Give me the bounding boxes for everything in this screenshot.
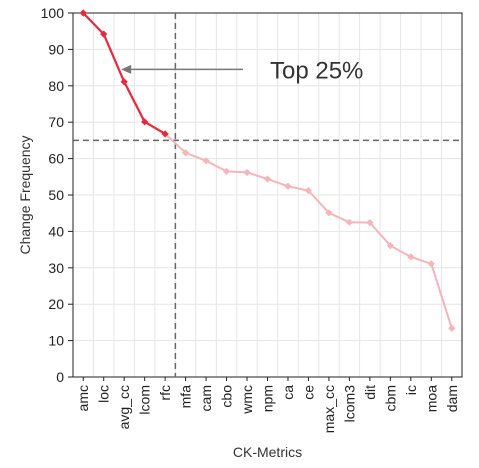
y-tick-label: 50: [48, 187, 64, 203]
series-line-segment: [123, 81, 146, 123]
x-tick-label: lcom: [137, 385, 153, 415]
data-point-cbo: [222, 167, 231, 175]
y-tick-label: 0: [56, 369, 64, 385]
data-point-ic: [407, 253, 415, 261]
x-tick-label: cbo: [219, 385, 235, 408]
series-line-segment: [144, 120, 166, 135]
y-tick-label: 20: [48, 296, 64, 312]
data-point-cbm: [386, 241, 394, 250]
series-line-segment: [185, 151, 207, 162]
data-point-wmc: [243, 168, 251, 177]
y-tick-label: 100: [41, 5, 65, 21]
y-tick-label: 80: [48, 78, 64, 94]
x-tick-label: dam: [444, 385, 460, 412]
y-tick-label: 90: [48, 41, 64, 57]
x-tick-label: cam: [198, 385, 214, 411]
data-point-npm: [263, 175, 272, 183]
data-point-loc: [100, 30, 108, 38]
series-line-segment: [164, 133, 187, 154]
series-line-segment: [205, 159, 228, 173]
series-line-segment: [430, 263, 453, 329]
x-tick-label: npm: [260, 385, 276, 412]
y-tick-label: 40: [48, 223, 64, 239]
series-line-segment: [102, 33, 126, 83]
x-tick-label: wmc: [239, 385, 255, 415]
y-axis-title: Change Frequency: [17, 135, 33, 254]
series-line-segment: [389, 244, 412, 258]
x-tick-label: ca: [280, 385, 296, 400]
data-point-amc: [79, 9, 87, 17]
series-line-segment: [307, 189, 330, 214]
threshold-guides: [73, 13, 462, 377]
x-tick-label: moa: [423, 385, 439, 412]
data-point-dam: [448, 324, 456, 332]
series-line-segment: [410, 255, 432, 265]
y-tick-label: 60: [48, 151, 64, 167]
data-point-ce: [304, 187, 313, 195]
x-axis-ticks: amc loc avg_cc lcom rfc mfa cam cbo wmc npm ca ce ma…: [75, 377, 460, 433]
series-line-segment: [369, 221, 392, 247]
series-line-segment: [328, 211, 350, 224]
x-tick-label: amc: [75, 385, 91, 411]
y-tick-label: 10: [48, 333, 64, 349]
series-line-segment: [82, 12, 105, 35]
data-point-lcom3: [345, 218, 353, 226]
x-tick-label: max_cc: [321, 385, 337, 433]
data-point-ca: [284, 182, 292, 190]
data-point-rfc: [161, 130, 169, 138]
data-point-cam: [202, 157, 210, 165]
x-axis-title: CK-Metrics: [233, 444, 302, 460]
x-tick-label: loc: [96, 385, 112, 403]
series-line-segment: [287, 185, 309, 192]
x-tick-label: rfc: [157, 385, 173, 401]
x-tick-label: dit: [362, 385, 378, 400]
y-axis-ticks: 0 10 20 30 40 50 60 70 80 90 100: [41, 5, 73, 385]
series-line-segment: [267, 178, 289, 188]
data-point-lcom: [141, 118, 149, 126]
x-tick-label: ic: [403, 385, 419, 395]
x-tick-label: cbm: [382, 385, 398, 411]
data-point-mfa: [182, 149, 190, 157]
data-point-moa: [427, 260, 435, 268]
series-line-segment: [246, 171, 268, 180]
grid-lines: [73, 12, 462, 378]
x-tick-label: ce: [300, 385, 316, 400]
x-tick-label: lcom3: [341, 385, 357, 423]
annotation-label: Top 25%: [270, 57, 363, 84]
data-point-avg_cc: [120, 78, 128, 86]
data-point-max_cc: [325, 209, 333, 217]
x-tick-label: mfa: [178, 385, 194, 409]
annotation-arrow-head: [121, 64, 132, 74]
x-tick-label: avg_cc: [116, 385, 132, 429]
annotation: Top 25%: [121, 57, 363, 84]
y-tick-label: 70: [48, 114, 64, 130]
data-point-dit: [366, 219, 374, 227]
series: [79, 9, 456, 332]
y-tick-label: 30: [48, 260, 64, 276]
